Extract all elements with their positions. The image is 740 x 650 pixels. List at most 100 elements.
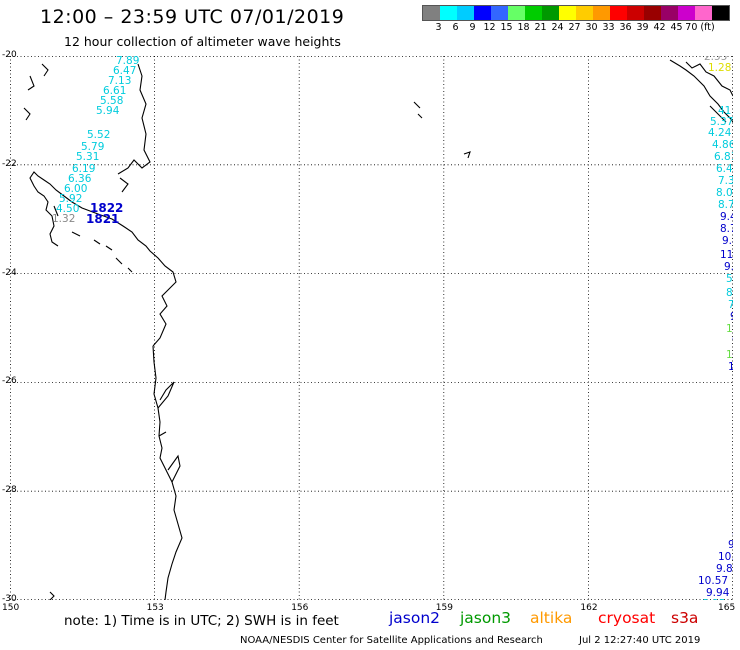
latitude-label: -22 — [2, 158, 17, 169]
wave-height-value: 41 — [718, 105, 731, 117]
wave-height-value: 7. — [728, 299, 733, 311]
longitude-label: 165 — [718, 603, 736, 613]
wave-height-value: 7.13 — [108, 75, 131, 87]
wave-height-value: 9. — [730, 311, 733, 323]
scale-swatch — [593, 6, 610, 20]
wave-height-value: 7.89 — [116, 56, 139, 67]
altimeter-track-right: 2.551.28415.374.244.866.816.457.348.088.… — [704, 56, 733, 373]
scale-swatch — [559, 6, 576, 20]
scale-swatch — [508, 6, 525, 20]
scale-swatch — [440, 6, 457, 20]
wave-height-value: 8.72 — [718, 199, 733, 211]
scale-label: 36 — [619, 22, 632, 33]
wave-height-value: 5.0 — [726, 273, 733, 285]
color-scale-bar — [422, 5, 730, 21]
scale-swatch — [491, 6, 508, 20]
wave-height-value: 6.00 — [64, 183, 87, 195]
wave-height-value: 5.37 — [710, 116, 733, 128]
wave-height-value: 8.95 — [702, 598, 725, 600]
latitude-label: -20 — [2, 50, 17, 60]
longitude-label: 159 — [435, 603, 453, 613]
wave-height-value: 6.81 — [714, 151, 733, 163]
wave-height-value: 1.28 — [708, 62, 731, 74]
wave-height-value: 6.45 — [716, 163, 733, 175]
longitude-label: 156 — [291, 603, 309, 613]
pass-time-label: 1821 — [86, 212, 119, 226]
wave-height-value: 7.34 — [718, 175, 733, 187]
wave-height-value: 10 — [728, 361, 733, 373]
altimeter-track-left: 7.896.477.136.615.585.94 5.525.795.316.19… — [52, 56, 139, 225]
wave-height-value: 6.36 — [68, 173, 92, 185]
scale-swatch — [661, 6, 678, 20]
wave-height-value: 4.24 — [708, 127, 732, 139]
scale-label: 6 — [452, 22, 459, 33]
scale-label: 12 — [483, 22, 496, 33]
scale-swatch — [576, 6, 593, 20]
wave-height-value: 9.44 — [720, 211, 733, 223]
wave-height-value: 2.55 — [704, 56, 727, 63]
wave-height-value: 8.08 — [716, 187, 733, 199]
wave-height-value: 5.31 — [76, 151, 99, 163]
wave-height-value: 6.19 — [72, 163, 95, 175]
wave-height-value: 9.9 — [728, 539, 733, 551]
longitude-label: 162 — [580, 603, 598, 613]
scale-label: 39 — [636, 22, 649, 33]
wave-height-value: 8.78 — [720, 223, 733, 235]
scale-swatch — [712, 6, 729, 20]
color-scale-labels: 3 6 9 12 15 18 21 24 27 30 33 36 39 42 45 70 (ft) — [422, 22, 715, 33]
wave-height-value: 6.47 — [113, 65, 136, 77]
wave-height-value: 9.94 — [706, 587, 730, 599]
wave-height-value: 4.86 — [712, 139, 733, 151]
scale-swatch — [542, 6, 559, 20]
scale-swatch — [695, 6, 712, 20]
satellite-legend-jason2: jason2 — [389, 609, 441, 627]
wave-height-value: 9 — [732, 335, 733, 347]
latitude-label: -24 — [2, 267, 17, 278]
wave-height-value: 9.8 — [722, 235, 733, 247]
scale-label: 24 — [551, 22, 564, 33]
latitude-label: -30 — [2, 594, 17, 604]
lat-lon-grid — [10, 56, 733, 600]
wave-height-value: 9.2 — [724, 261, 733, 273]
scale-swatch — [423, 6, 440, 20]
scale-label: 3 — [435, 22, 442, 33]
wave-height-value: 10.57 — [698, 575, 728, 587]
scale-swatch — [610, 6, 627, 20]
generated-timestamp: Jul 2 12:27:40 UTC 2019 — [579, 635, 701, 646]
satellite-legend-altika: altika — [530, 609, 573, 627]
satellite-legend-jason3: jason3 — [460, 609, 512, 627]
scale-swatch — [457, 6, 474, 20]
wave-height-value: 12 — [726, 323, 733, 335]
scale-label: 21 — [534, 22, 547, 33]
wave-height-map: 7.896.477.136.615.585.94 5.525.795.316.19… — [10, 56, 733, 600]
scale-label: 15 — [500, 22, 513, 33]
pass-time-label: 1822 — [90, 201, 123, 215]
wave-height-value: 6.61 — [103, 85, 126, 97]
wave-height-value: 9.89 — [716, 563, 733, 575]
latitude-label: -28 — [2, 485, 17, 496]
satellite-legend-s3a: s3a — [671, 609, 699, 627]
wave-height-value: 8. — [732, 527, 733, 539]
scale-label: 30 — [585, 22, 598, 33]
scale-label: 27 — [568, 22, 581, 33]
longitude-label: 150 — [2, 603, 20, 613]
latitude-label: -26 — [2, 376, 17, 387]
wave-height-value: 5.79 — [81, 141, 104, 153]
scale-swatch — [525, 6, 542, 20]
scale-swatch — [627, 6, 644, 20]
wave-height-value: 5.92 — [59, 193, 82, 205]
scale-label: 18 — [517, 22, 530, 33]
wave-height-value: 5.52 — [87, 129, 110, 141]
scale-swatch — [474, 6, 491, 20]
wave-height-value: 11.6 — [720, 249, 733, 261]
scale-swatch — [644, 6, 661, 20]
scale-label: 45 — [670, 22, 683, 33]
longitude-label: 153 — [146, 603, 164, 613]
satellite-legend-cryosat: cryosat — [598, 609, 656, 627]
coastline — [23, 59, 733, 600]
wave-height-value: 5.94 — [96, 105, 120, 117]
wave-height-value: 12 — [726, 349, 733, 361]
wave-height-value: 8. — [726, 287, 733, 299]
scale-swatch — [678, 6, 695, 20]
